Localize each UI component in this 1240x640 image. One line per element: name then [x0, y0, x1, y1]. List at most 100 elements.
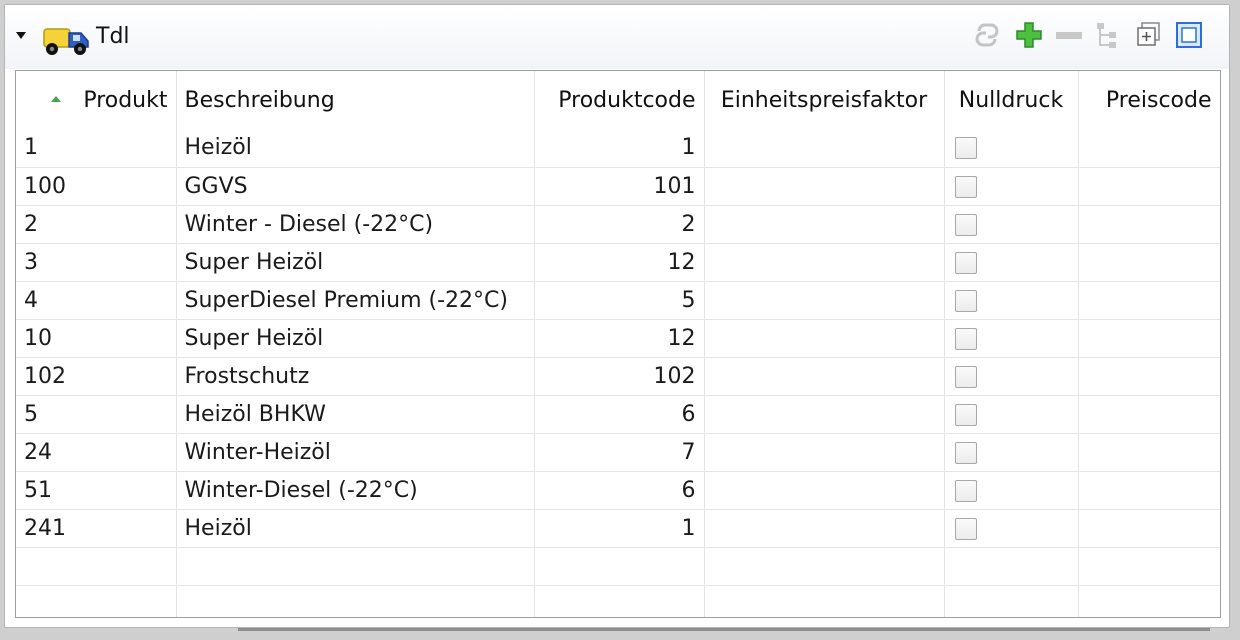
cell-beschreibung[interactable]: GGVS [176, 167, 535, 206]
cell-produkt[interactable] [16, 585, 177, 617]
cell-beschreibung[interactable] [176, 585, 535, 617]
nulldruck-checkbox[interactable] [954, 517, 977, 540]
table-row[interactable]: 241 Heizöl 1 [16, 509, 1220, 548]
cell-preiscode[interactable] [1078, 319, 1220, 358]
add-icon[interactable] [1013, 19, 1045, 51]
cell-produktcode[interactable]: 5 [534, 281, 705, 320]
cell-produkt[interactable]: 1 [16, 129, 177, 168]
cell-beschreibung[interactable] [176, 547, 535, 586]
cell-produkt[interactable]: 10 [16, 319, 177, 358]
cell-preiscode[interactable] [1078, 395, 1220, 434]
cell-produkt[interactable]: 3 [16, 243, 177, 282]
table-row[interactable]: 5 Heizöl BHKW 6 [16, 395, 1220, 434]
table-row[interactable]: 1 Heizöl 1 [16, 129, 1220, 168]
empty-table-row[interactable] [16, 547, 1220, 586]
cell-beschreibung[interactable]: SuperDiesel Premium (-22°C) [176, 281, 535, 320]
link-icon[interactable] [971, 19, 1003, 51]
table-row[interactable]: 10 Super Heizöl 12 [16, 319, 1220, 358]
cell-produkt[interactable]: 2 [16, 205, 177, 244]
cell-preiscode[interactable] [1078, 357, 1220, 396]
cell-beschreibung[interactable]: Frostschutz [176, 357, 535, 396]
cell-preiscode[interactable] [1078, 585, 1220, 617]
nulldruck-checkbox[interactable] [954, 479, 977, 502]
nulldruck-checkbox[interactable] [954, 365, 977, 388]
cell-einheitspreisfaktor[interactable] [704, 433, 945, 472]
horizontal-scrollbar[interactable] [238, 628, 1210, 631]
cell-produkt[interactable]: 51 [16, 471, 177, 510]
nulldruck-checkbox[interactable] [954, 175, 977, 198]
cell-einheitspreisfaktor[interactable] [704, 509, 945, 548]
cell-einheitspreisfaktor[interactable] [704, 319, 945, 358]
table-row[interactable]: 3 Super Heizöl 12 [16, 243, 1220, 282]
cell-preiscode[interactable] [1078, 167, 1220, 206]
cell-produktcode[interactable]: 7 [534, 433, 705, 472]
cell-beschreibung[interactable]: Heizöl [176, 509, 535, 548]
nulldruck-checkbox[interactable] [954, 289, 977, 312]
cell-produkt[interactable]: 24 [16, 433, 177, 472]
table-row[interactable]: 4 SuperDiesel Premium (-22°C) 5 [16, 281, 1220, 320]
table-row[interactable]: 102 Frostschutz 102 [16, 357, 1220, 396]
remove-icon[interactable] [1053, 19, 1085, 51]
cell-preiscode[interactable] [1078, 205, 1220, 244]
cell-produktcode[interactable]: 102 [534, 357, 705, 396]
cell-einheitspreisfaktor[interactable] [704, 585, 945, 617]
cell-einheitspreisfaktor[interactable] [704, 395, 945, 434]
cell-produkt[interactable]: 100 [16, 167, 177, 206]
cell-produktcode[interactable]: 12 [534, 243, 705, 282]
cell-beschreibung[interactable]: Winter-Heizöl [176, 433, 535, 472]
column-header-beschreibung[interactable]: Beschreibung [176, 71, 535, 129]
cell-beschreibung[interactable]: Winter-Diesel (-22°C) [176, 471, 535, 510]
nulldruck-checkbox[interactable] [954, 403, 977, 426]
table-row[interactable]: 2 Winter - Diesel (-22°C) 2 [16, 205, 1220, 244]
cell-beschreibung[interactable]: Winter - Diesel (-22°C) [176, 205, 535, 244]
cell-produktcode[interactable]: 6 [534, 395, 705, 434]
cell-preiscode[interactable] [1078, 433, 1220, 472]
cell-einheitspreisfaktor[interactable] [704, 243, 945, 282]
cell-beschreibung[interactable]: Heizöl [176, 129, 535, 168]
cell-produktcode[interactable]: 12 [534, 319, 705, 358]
cell-beschreibung[interactable]: Heizöl BHKW [176, 395, 535, 434]
cell-beschreibung[interactable]: Super Heizöl [176, 243, 535, 282]
nulldruck-checkbox[interactable] [954, 251, 977, 274]
cell-produktcode[interactable] [534, 585, 705, 617]
cell-einheitspreisfaktor[interactable] [704, 129, 945, 168]
column-header-einheitspreisfaktor[interactable]: Einheitspreisfaktor [704, 71, 945, 129]
cell-preiscode[interactable] [1078, 547, 1220, 586]
cell-produktcode[interactable]: 6 [534, 471, 705, 510]
cell-produkt[interactable]: 5 [16, 395, 177, 434]
nulldruck-checkbox[interactable] [954, 137, 977, 160]
cell-produktcode[interactable] [534, 547, 705, 586]
maximize-icon[interactable] [1173, 19, 1205, 51]
column-header-nulldruck[interactable]: Nulldruck [944, 71, 1079, 129]
cell-produktcode[interactable]: 101 [534, 167, 705, 206]
cell-preiscode[interactable] [1078, 243, 1220, 282]
cell-produkt[interactable] [16, 547, 177, 586]
nulldruck-checkbox[interactable] [954, 441, 977, 464]
cell-einheitspreisfaktor[interactable] [704, 547, 945, 586]
cell-preiscode[interactable] [1078, 129, 1220, 168]
cell-produkt[interactable]: 4 [16, 281, 177, 320]
cell-beschreibung[interactable]: Super Heizöl [176, 319, 535, 358]
nulldruck-checkbox[interactable] [954, 213, 977, 236]
empty-table-row[interactable] [16, 585, 1220, 617]
table-row[interactable]: 24 Winter-Heizöl 7 [16, 433, 1220, 472]
nulldruck-checkbox[interactable] [954, 327, 977, 350]
cell-preiscode[interactable] [1078, 281, 1220, 320]
cell-produktcode[interactable]: 1 [534, 509, 705, 548]
cell-einheitspreisfaktor[interactable] [704, 167, 945, 206]
column-header-produktcode[interactable]: Produktcode [534, 71, 705, 129]
cell-einheitspreisfaktor[interactable] [704, 281, 945, 320]
cell-einheitspreisfaktor[interactable] [704, 205, 945, 244]
table-row[interactable]: 100 GGVS 101 [16, 167, 1220, 206]
cell-produkt[interactable]: 241 [16, 509, 177, 548]
cell-produktcode[interactable]: 2 [534, 205, 705, 244]
cell-preiscode[interactable] [1078, 471, 1220, 510]
tree-icon[interactable] [1093, 19, 1125, 51]
cell-produkt[interactable]: 102 [16, 357, 177, 396]
cell-einheitspreisfaktor[interactable] [704, 357, 945, 396]
column-header-produkt[interactable]: Produkt [16, 71, 177, 129]
table-row[interactable]: 51 Winter-Diesel (-22°C) 6 [16, 471, 1220, 510]
expand-icon[interactable] [1133, 19, 1165, 51]
cell-produktcode[interactable]: 1 [534, 129, 705, 168]
collapse-toggle-icon[interactable] [16, 32, 26, 39]
